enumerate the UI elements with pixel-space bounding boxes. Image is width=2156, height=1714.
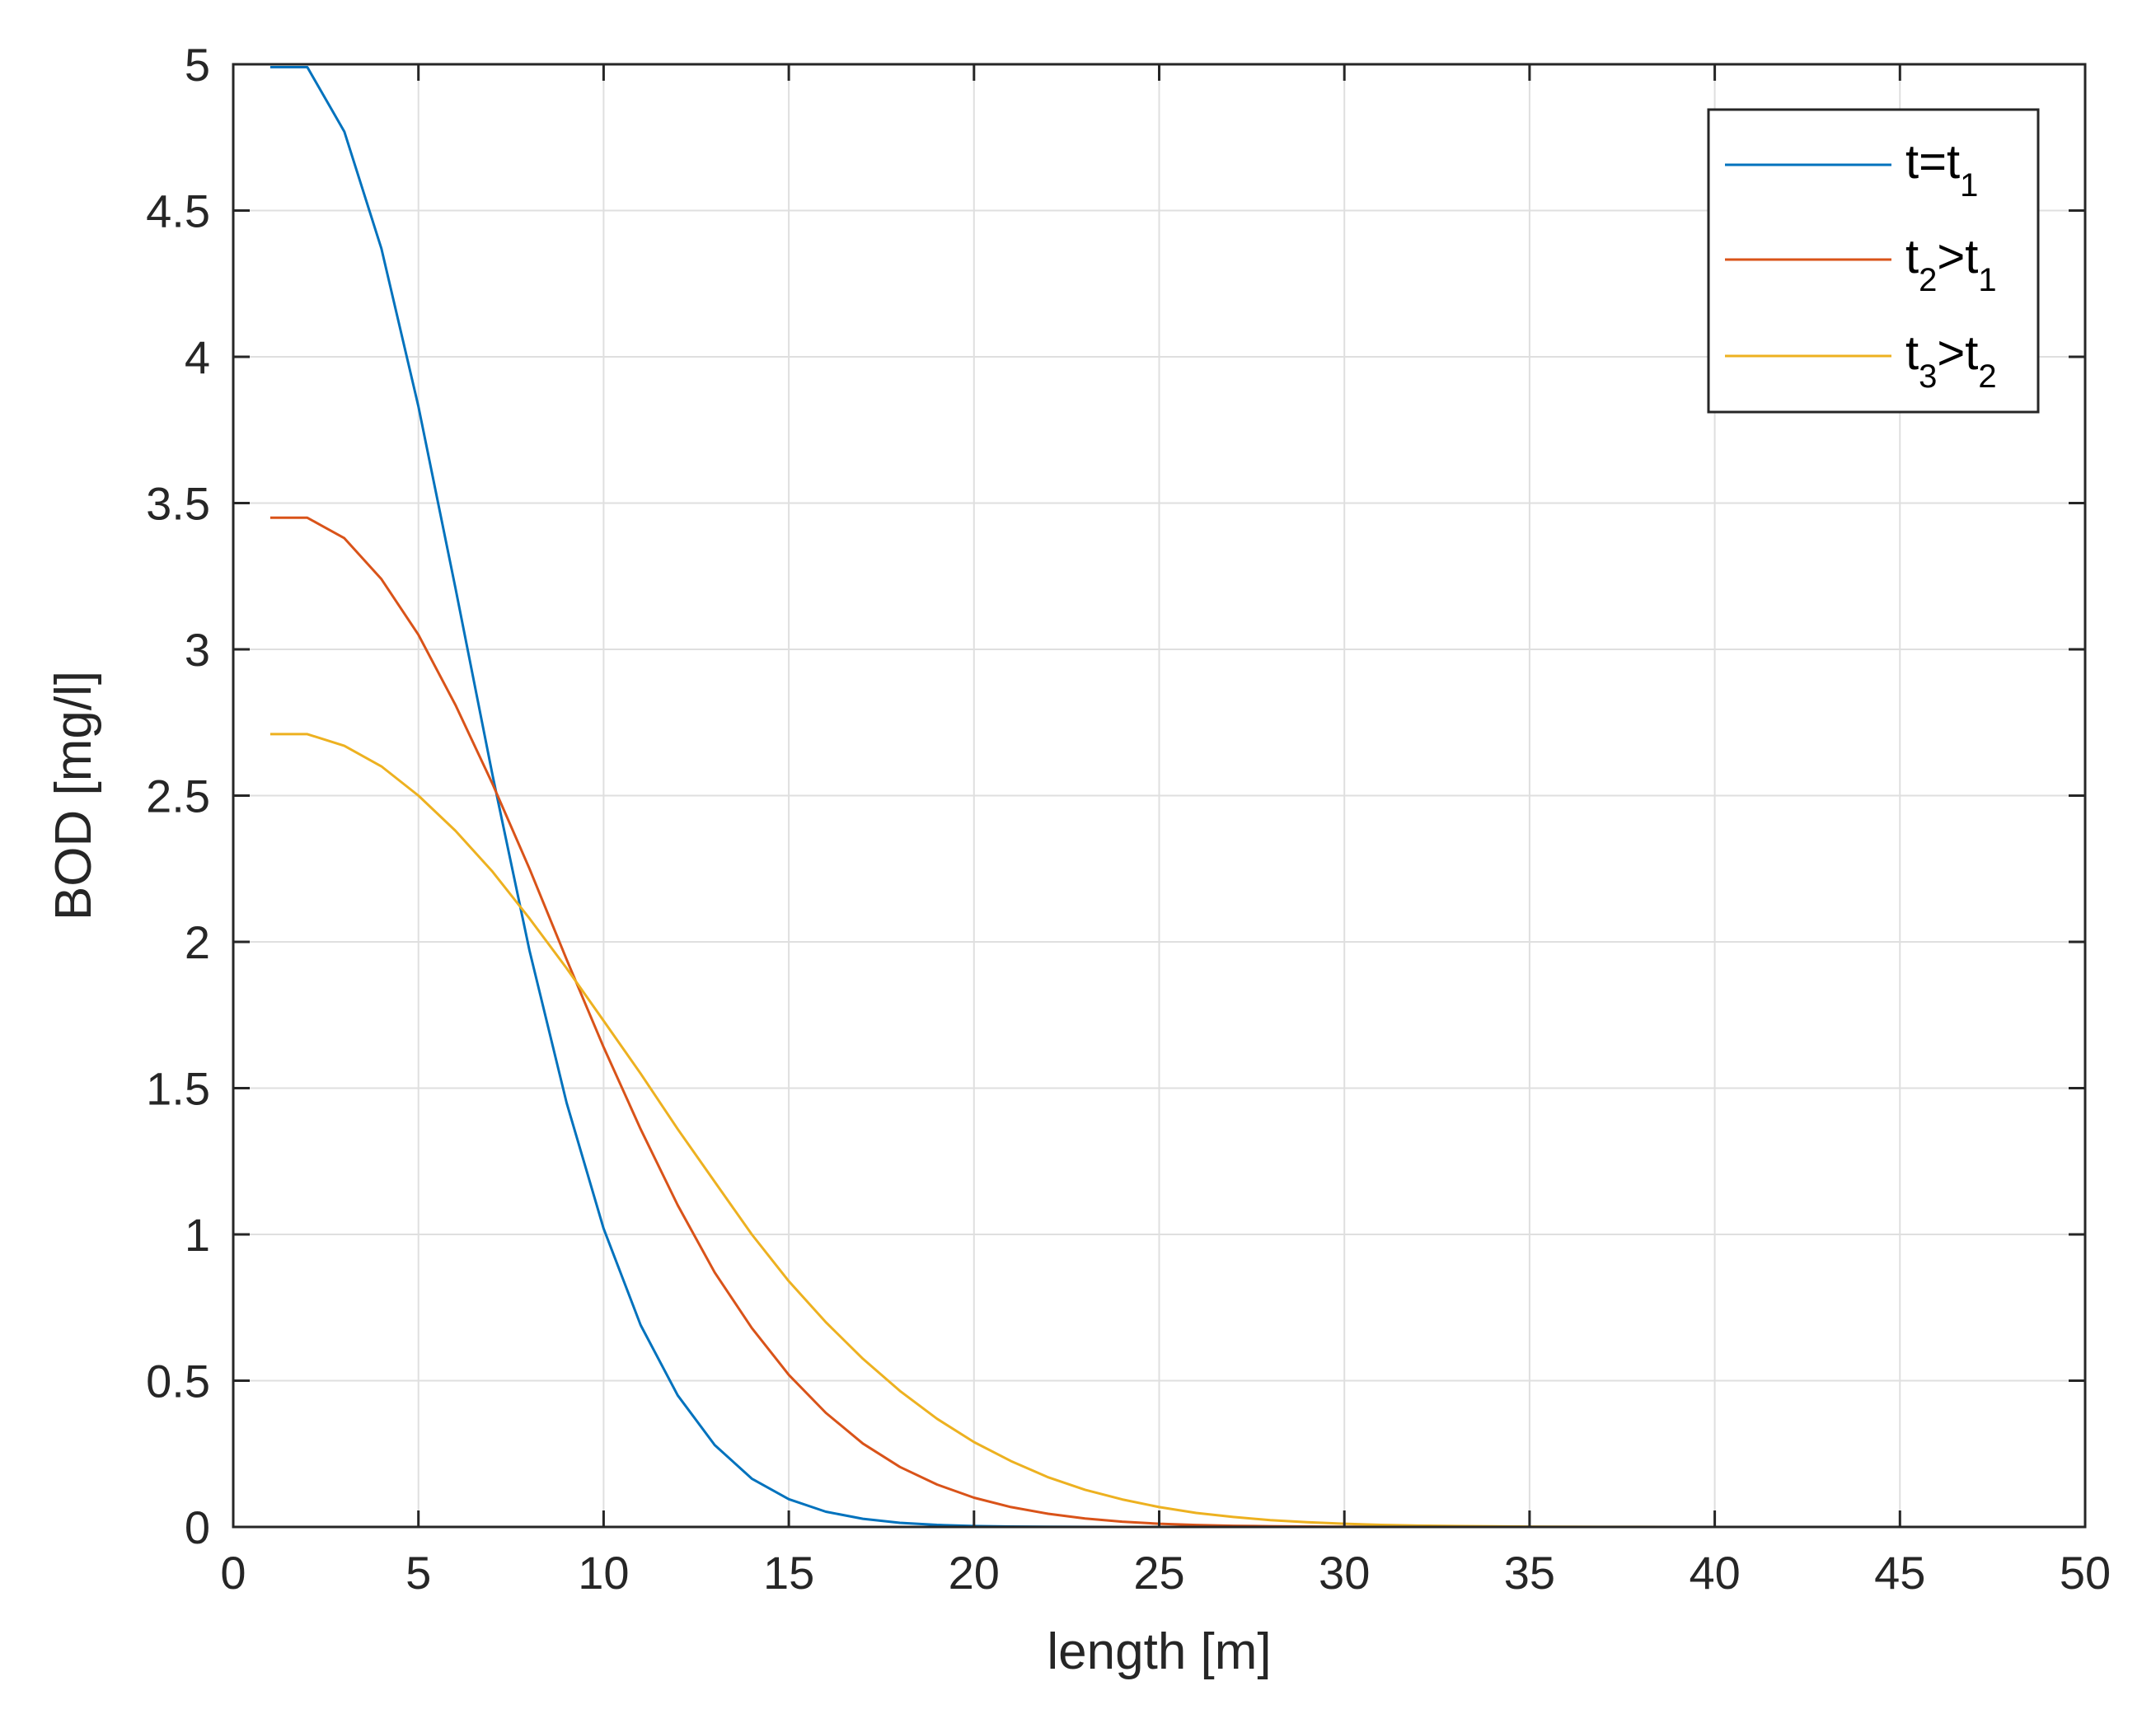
y-tick-label: 2 — [185, 916, 210, 968]
y-tick-labels: 0 0.5 1 1.5 2 2.5 3 3.5 4 4.5 5 — [146, 39, 210, 1553]
x-tick-label: 35 — [1504, 1547, 1555, 1599]
y-axis-label: BOD [mg/l] — [45, 671, 102, 920]
x-tick-label: 10 — [578, 1547, 629, 1599]
y-tick-label: 4 — [185, 331, 210, 383]
y-tick-label: 3 — [185, 624, 210, 676]
x-tick-label: 15 — [763, 1547, 814, 1599]
x-tick-label: 50 — [2060, 1547, 2111, 1599]
x-tick-label: 40 — [1689, 1547, 1740, 1599]
y-tick-label: 1.5 — [146, 1063, 210, 1115]
y-tick-label: 5 — [185, 39, 210, 91]
axis-ticks — [232, 63, 2087, 1529]
x-axis-label: length [m] — [1047, 1623, 1271, 1680]
legend: t=t1 t2>t1 t3>t2 — [1707, 108, 2040, 414]
x-tick-label: 45 — [1874, 1547, 1925, 1599]
legend-label-2: t2>t1 — [1905, 230, 1997, 298]
y-tick-label: 0 — [185, 1501, 210, 1553]
x-tick-label: 20 — [949, 1547, 1000, 1599]
x-tick-label: 30 — [1319, 1547, 1370, 1599]
legend-label-1: t=t1 — [1905, 135, 1978, 204]
y-tick-label: 0.5 — [146, 1356, 210, 1407]
x-tick-labels: 0 5 10 15 20 25 30 35 40 45 50 — [220, 1547, 2111, 1599]
y-tick-label: 3.5 — [146, 478, 210, 530]
y-tick-label: 2.5 — [146, 770, 210, 822]
x-tick-label: 0 — [220, 1547, 246, 1599]
x-tick-label: 5 — [405, 1547, 431, 1599]
legend-label-3: t3>t2 — [1905, 326, 1997, 395]
y-tick-label: 4.5 — [146, 185, 210, 237]
y-tick-label: 1 — [185, 1209, 210, 1261]
x-tick-label: 25 — [1133, 1547, 1184, 1599]
